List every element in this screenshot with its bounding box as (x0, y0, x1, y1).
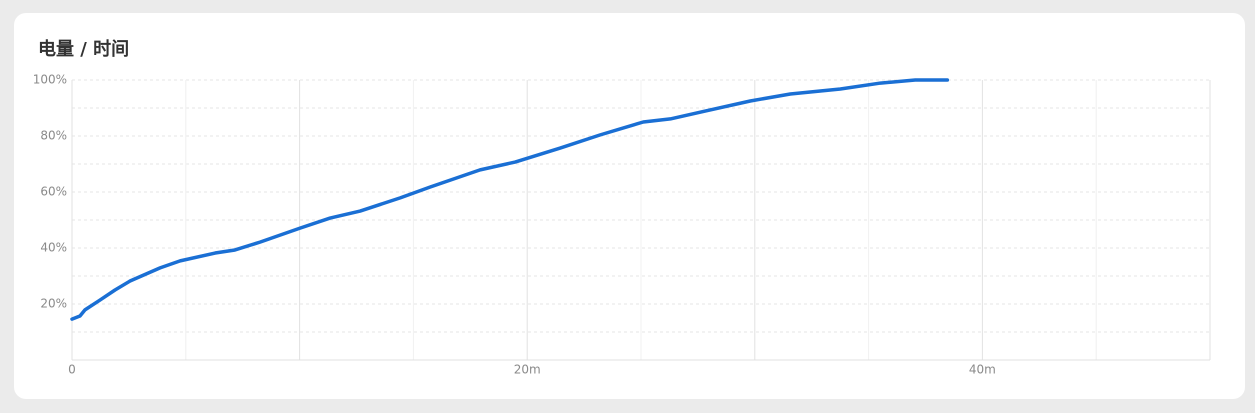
y-tick-label: 80% (40, 129, 67, 143)
y-tick-label: 40% (40, 241, 67, 255)
line (70, 78, 950, 321)
y-tick-label: 20% (40, 297, 67, 311)
y-tick-label: 100% (33, 73, 67, 87)
x-tick-label: 0 (68, 363, 76, 377)
x-tick-label: 20m (514, 363, 541, 377)
card (14, 13, 1245, 399)
y-tick-label: 60% (40, 185, 67, 199)
chart-title: 电量 / 时间 (38, 38, 129, 60)
x-tick-label: 40m (969, 363, 996, 377)
